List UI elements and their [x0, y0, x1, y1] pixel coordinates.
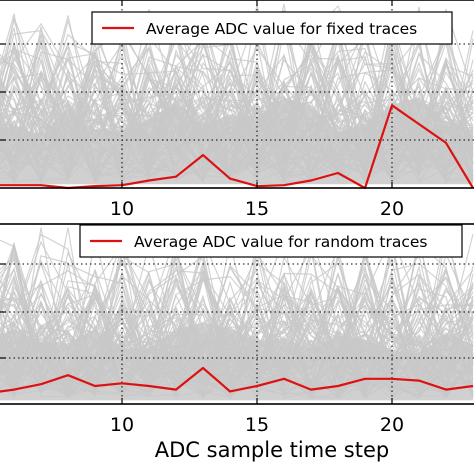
- top-ticks: 10 15 20: [0, 0, 404, 220]
- bottom-background-traces: [0, 227, 474, 401]
- bottom-grid: [0, 224, 474, 404]
- top-x-tick-label: 15: [245, 198, 269, 220]
- top-legend: Average ADC value for fixed traces: [91, 11, 453, 45]
- top-background-traces: [0, 3, 474, 185]
- bottom-series: [0, 366, 474, 393]
- bottom-legend: Average ADC value for random traces: [79, 224, 463, 258]
- bottom-panel: 10 15 20 Average ADC value for random trac…: [0, 223, 474, 462]
- bottom-axes-frame: [0, 223, 474, 405]
- bottom-legend-box: [79, 224, 463, 258]
- bottom-series-line: [0, 366, 474, 393]
- bottom-x-tick-label: 10: [110, 414, 134, 436]
- top-panel: 10 15 20 Average ADC value for fixed trace…: [0, 0, 474, 220]
- top-x-tick-label: 10: [110, 198, 134, 220]
- bottom-ticks: 10 15 20: [0, 224, 404, 436]
- top-trace-density: [0, 97, 473, 185]
- bottom-x-tick-label: 15: [245, 414, 269, 436]
- x-axis-label: ADC sample time step: [155, 438, 389, 462]
- bottom-legend-label: Average ADC value for random traces: [134, 233, 428, 251]
- top-axes-frame: [0, 0, 474, 189]
- top-legend-label: Average ADC value for fixed traces: [146, 20, 417, 38]
- top-x-tick-label: 20: [380, 198, 404, 220]
- top-legend-box: [91, 11, 453, 45]
- bottom-x-tick-label: 20: [380, 414, 404, 436]
